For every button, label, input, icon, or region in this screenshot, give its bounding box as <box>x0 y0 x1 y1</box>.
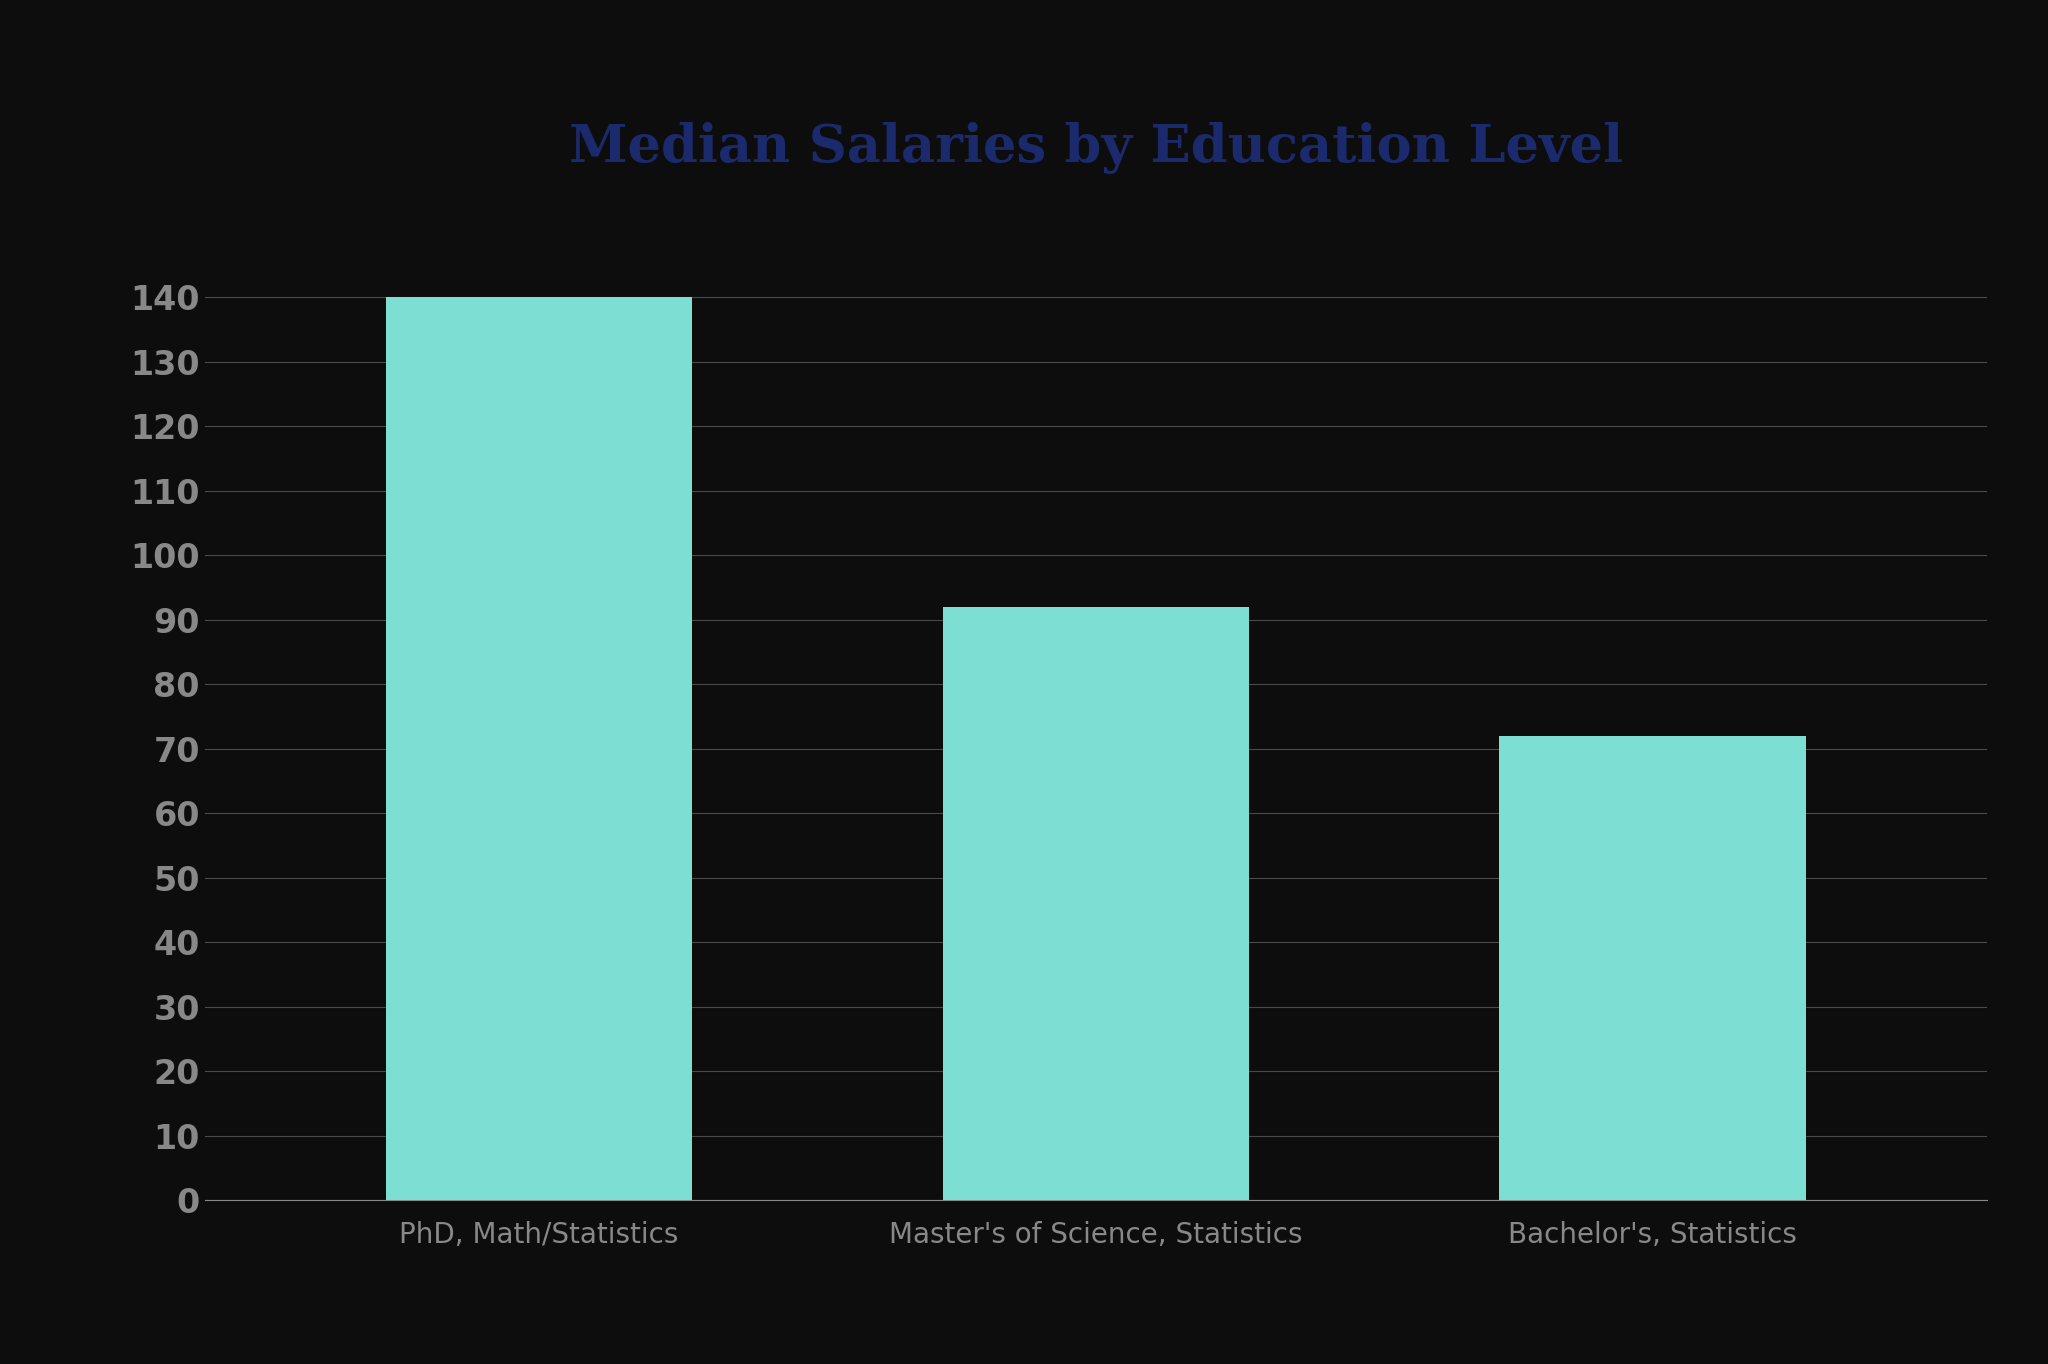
Bar <box>942 607 1249 1200</box>
Bar <box>385 297 692 1200</box>
Title: Median Salaries by Education Level: Median Salaries by Education Level <box>569 123 1622 175</box>
Bar <box>1499 735 1806 1200</box>
